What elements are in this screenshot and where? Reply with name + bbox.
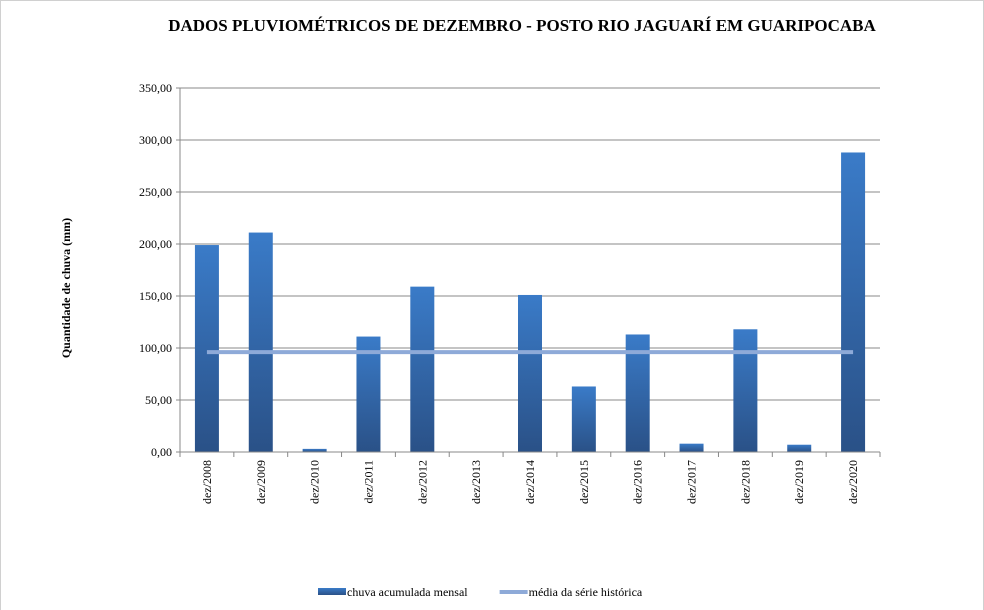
y-tick-label: 250,00	[139, 185, 172, 199]
bar	[194, 245, 219, 452]
bar	[787, 444, 812, 452]
y-tick-label: 150,00	[139, 289, 172, 303]
bar	[248, 232, 273, 452]
bar	[571, 386, 596, 452]
chart-title: DADOS PLUVIOMÉTRICOS DE DEZEMBRO - POSTO…	[168, 16, 876, 35]
y-tick-label: 50,00	[145, 393, 172, 407]
x-tick-label: dez/2015	[577, 460, 591, 504]
y-tick-label: 300,00	[139, 133, 172, 147]
x-tick-label: dez/2008	[200, 460, 214, 504]
bar	[679, 443, 704, 452]
x-tick-label: dez/2013	[469, 460, 483, 504]
x-tick-label: dez/2014	[523, 460, 537, 504]
y-tick-label: 200,00	[139, 237, 172, 251]
x-tick-label: dez/2011	[361, 460, 375, 504]
bar	[410, 286, 435, 452]
x-tick-label: dez/2016	[631, 460, 645, 504]
x-tick-label: dez/2017	[685, 460, 699, 504]
x-tick-label: dez/2018	[738, 460, 752, 504]
x-tick-label: dez/2019	[792, 460, 806, 504]
bar	[733, 329, 758, 452]
bar	[356, 336, 381, 452]
bar	[302, 448, 327, 452]
y-tick-label: 100,00	[139, 341, 172, 355]
x-tick-label: dez/2012	[415, 460, 429, 504]
legend-label: média da série histórica	[529, 585, 643, 599]
x-tick-label: dez/2009	[254, 460, 268, 504]
legend-swatch	[318, 588, 346, 595]
x-tick-label: dez/2010	[308, 460, 322, 504]
y-axis-label: Quantidade de chuva (mm)	[59, 218, 73, 358]
x-tick-label: dez/2020	[846, 460, 860, 504]
bar	[841, 152, 866, 453]
y-tick-label: 350,00	[139, 81, 172, 95]
y-tick-label: 0,00	[151, 445, 172, 459]
bar	[518, 294, 542, 452]
legend-label: chuva acumulada mensal	[347, 585, 468, 599]
